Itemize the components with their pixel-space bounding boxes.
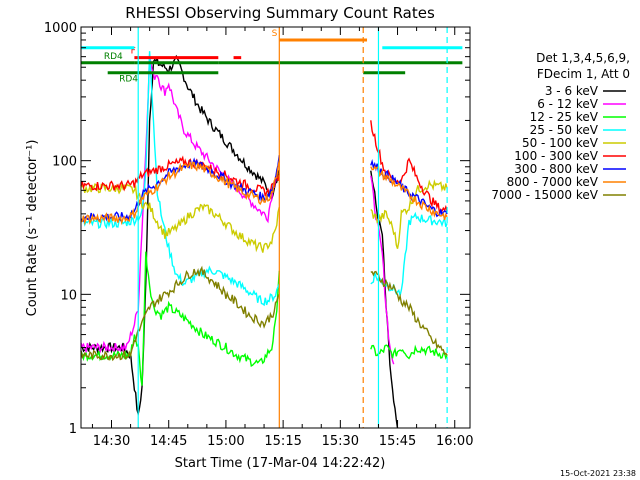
series-100-300-keV-segment-0 [80,155,280,197]
legend-label-25-50-keV: 25 - 50 keV [530,123,599,137]
legend-header-2: FDecim 1, Att 0 [537,67,630,81]
y-tick-label-2: 100 [52,155,77,170]
series-100-300-keV-segment-1 [370,120,448,214]
x-tick-label-6: 16:00 [436,434,473,449]
legend-label-6-12-keV: 6 - 12 keV [537,97,599,111]
flag-layer: RD4 RD4 F S [81,29,463,85]
series-3-6-keV-segment-0 [80,54,280,417]
x-tick-label-4: 15:30 [322,434,359,449]
legend-label-50-100-keV: 50 - 100 keV [522,136,599,150]
legend-label-100-300-keV: 100 - 300 keV [514,149,598,163]
generated-timestamp: 15-Oct-2021 23:38 [560,469,636,478]
x-axis-label: Start Time (17-Mar-04 14:22:42) [175,456,386,471]
x-tick-label-2: 15:00 [207,434,244,449]
x-tick-label-3: 15:15 [264,434,301,449]
series-7000-15000-keV-segment-1 [370,270,448,356]
legend-label-3-6-keV: 3 - 6 keV [545,84,599,98]
x-tick-label-5: 15:45 [379,434,416,449]
chart-title: RHESSI Observing Summary Count Rates [125,4,435,22]
series-12-25-keV-segment-1 [370,344,448,360]
x-tick-label-1: 14:45 [150,434,187,449]
marker-layer [137,27,448,428]
series-25-50-keV-segment-0 [80,51,280,307]
series-800-7000-keV-segment-1 [370,165,448,220]
legend-label-300-800-keV: 300 - 800 keV [514,162,598,176]
data-layer [80,51,448,429]
legend-label-7000-15000-keV: 7000 - 15000 keV [491,188,598,202]
x-tick-label-0: 14:30 [93,434,130,449]
series-6-12-keV-segment-0 [80,54,280,355]
y-tick-label-1: 10 [60,288,77,303]
flag-label-rd4-1: RD4 [119,75,138,85]
series-50-100-keV-segment-1 [370,179,448,249]
flag-label-s-3: S [272,29,278,39]
series-12-25-keV-segment-0 [80,251,280,386]
legend-label-12-25-keV: 12 - 25 keV [530,110,599,124]
series-800-7000-keV-segment-0 [80,160,280,226]
series-6-12-keV-segment-1 [370,175,395,365]
y-tick-label-0: 1 [69,422,77,437]
y-tick-label-3: 1000 [44,21,77,36]
legend-label-800-7000-keV: 800 - 7000 keV [507,175,599,189]
plot-frame [80,26,471,429]
axis-ticks: 14:30 14:45 15:00 15:15 15:30 15:45 16:00 1 10 10… [44,21,474,449]
flag-label-f-2: F [131,47,136,57]
flag-label-rd4-0: RD4 [104,52,123,62]
series-7000-15000-keV-segment-0 [80,265,280,362]
legend-header-1: Det 1,3,4,5,6,9, [536,51,630,65]
y-axis-label: Count Rate (s⁻¹ detector⁻¹) [25,140,40,317]
